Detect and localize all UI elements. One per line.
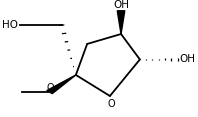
Text: OH: OH — [113, 0, 129, 10]
Polygon shape — [117, 11, 125, 34]
Text: HO: HO — [2, 20, 18, 30]
Text: O: O — [108, 99, 116, 109]
Text: O: O — [47, 83, 54, 93]
Polygon shape — [47, 75, 76, 94]
Text: OH: OH — [179, 54, 195, 64]
